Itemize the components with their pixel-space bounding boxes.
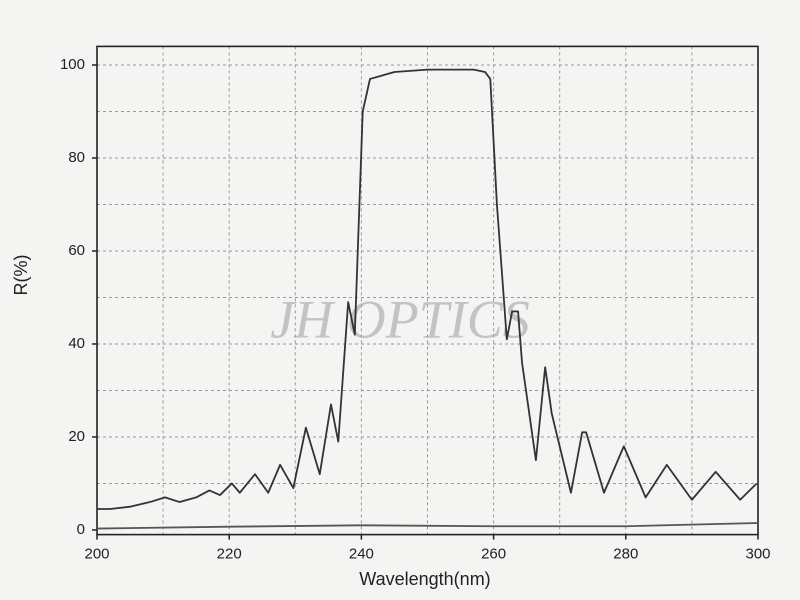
- y-tick-label: 40: [68, 335, 85, 352]
- x-tick-label: 200: [84, 546, 109, 563]
- y-tick-label: 0: [77, 521, 85, 538]
- y-axis-label: R(%): [11, 255, 31, 296]
- x-tick-label: 260: [481, 546, 506, 563]
- plot-frame: [96, 45, 759, 536]
- y-tick-label: 80: [68, 149, 85, 166]
- x-tick-label: 280: [613, 546, 638, 563]
- y-tick-label: 60: [68, 242, 85, 259]
- x-tick-label: 240: [349, 546, 374, 563]
- x-tick-label: 300: [745, 546, 770, 563]
- y-tick-label: 20: [68, 428, 85, 445]
- x-tick-label: 220: [217, 546, 242, 563]
- watermark: JH OPTICS: [270, 289, 529, 349]
- data-line: [96, 522, 759, 530]
- x-axis-label: Wavelength(nm): [359, 569, 490, 589]
- y-tick-label: 100: [60, 56, 85, 73]
- data-line: [97, 68, 758, 510]
